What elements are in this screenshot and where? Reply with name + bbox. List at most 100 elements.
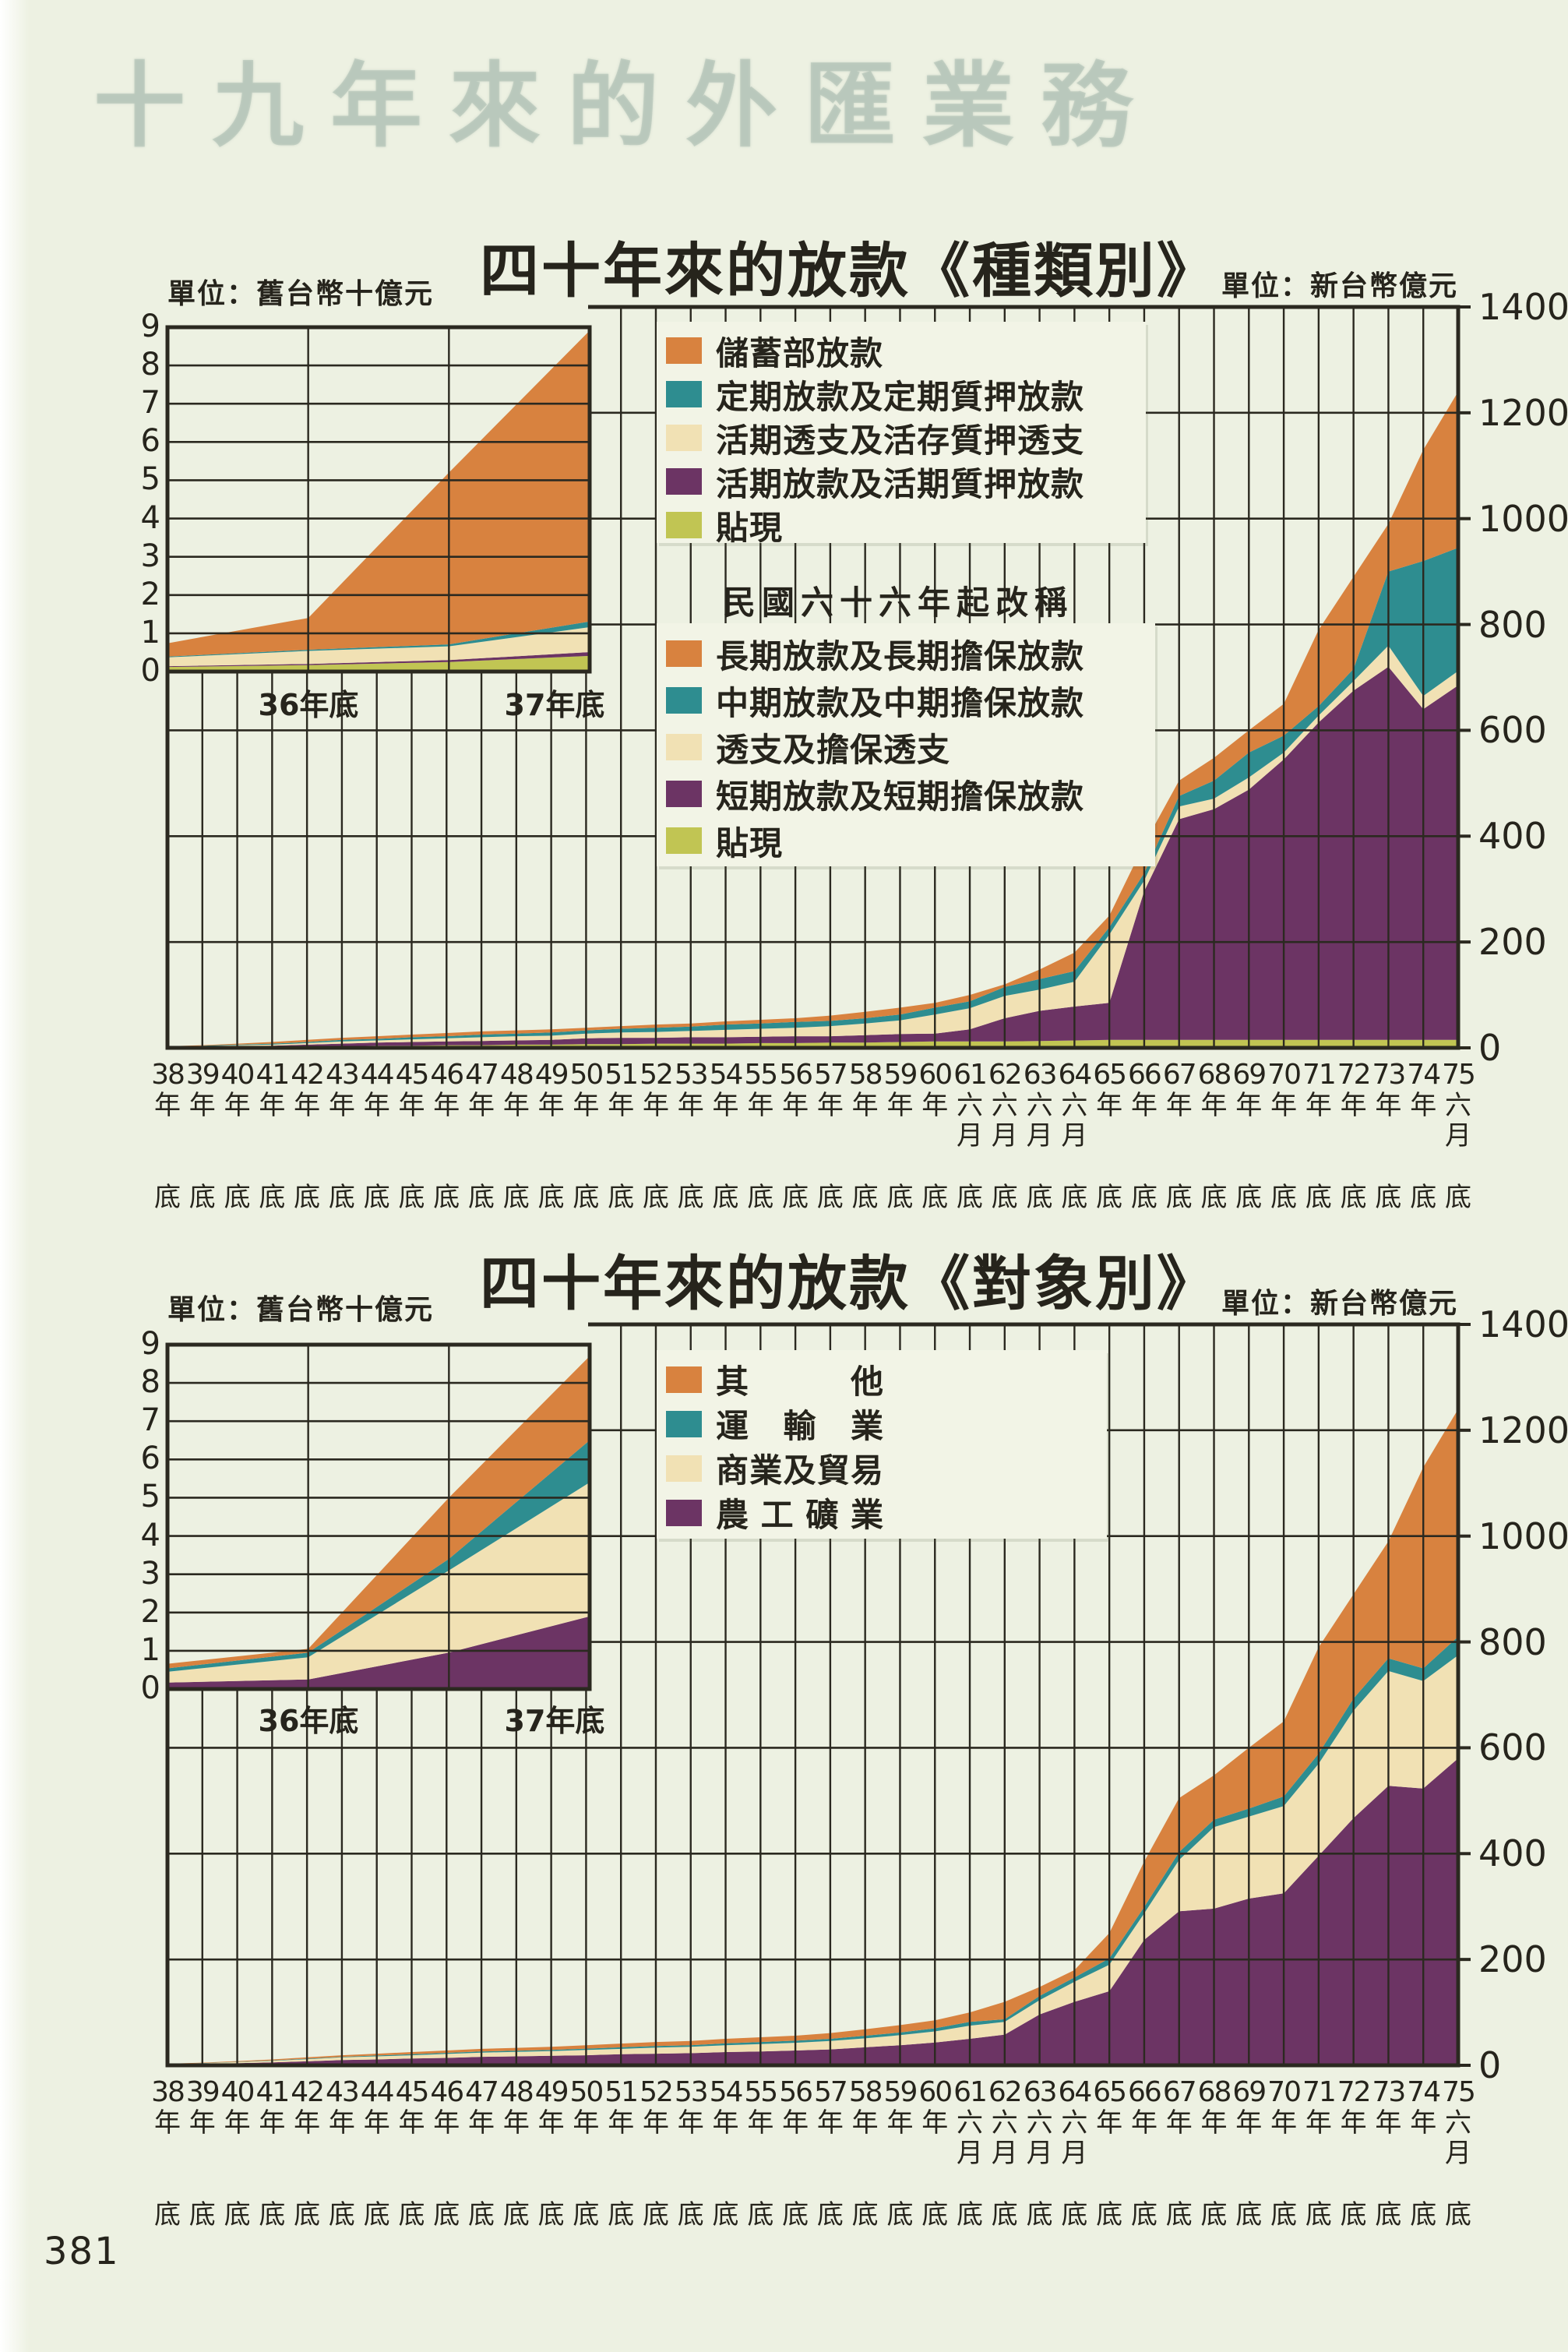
chart1-xtick-68-suffix: 底 (1200, 1181, 1228, 1213)
chart2-xtick-51-period: 年 (608, 2107, 635, 2139)
chart2-plot-series-3 (167, 1409, 1458, 2065)
chart1-xtick-65-suffix: 底 (1096, 1181, 1123, 1213)
chart2-xtick-63-year: 63 (1023, 2076, 1058, 2108)
chart1-inset-ytick-8: 8 (140, 347, 160, 383)
chart2-xtick-64-period: 月 (1061, 2138, 1088, 2170)
chart2-xtick-40-suffix: 底 (224, 2199, 251, 2230)
chart1-xtick-51-suffix: 底 (608, 1181, 635, 1213)
chart2-inset-ytick-7: 7 (140, 1402, 160, 1439)
chart1-xtick-56-suffix: 底 (782, 1181, 809, 1213)
chart2-xtick-56-year: 56 (779, 2076, 813, 2108)
chart2-xtick-73: 73 年底 (1370, 2076, 1407, 2230)
chart1-xtick-54-suffix: 底 (712, 1181, 739, 1213)
chart1-xtick-71-period: 年 (1305, 1090, 1332, 1122)
chart2-xtick-58-period: 年 (851, 2107, 879, 2139)
chart1-xtick-73-year: 73 (1372, 1059, 1407, 1091)
chart1-xtick-60: 60 年底 (917, 1059, 953, 1213)
chart1-xtick-49-year: 49 (534, 1059, 569, 1091)
chart1-xtick-70-period: 年 (1270, 1090, 1298, 1122)
chart2-xtick-41-period: 年 (259, 2107, 286, 2139)
chart2-xtick-53-year: 53 (674, 2076, 709, 2108)
chart1-legend2-label-1: 中期放款及中期擔保放款 (716, 683, 1085, 722)
chart1-xtick-72: 72 年底 (1336, 1059, 1372, 1213)
chart2-legend-panel (657, 1350, 1107, 1539)
chart2-legend-item-3: 農工礦業 (666, 1493, 884, 1534)
chart2-xtick-57: 57 年底 (812, 2076, 848, 2230)
chart1-xtick-71-year: 71 (1302, 1059, 1337, 1091)
chart2-xtick-38-period: 年 (154, 2107, 181, 2139)
chart2-xtick-72-suffix: 底 (1340, 2199, 1367, 2230)
chart2-xtick-54-suffix: 底 (712, 2199, 739, 2230)
chart1-ytick-400: 400 (1478, 815, 1547, 858)
chart1-xtick-75-period: 月 (1445, 1120, 1471, 1152)
chart1-xtick-66-period: 年 (1130, 1090, 1158, 1122)
chart1-xtick-68-year: 68 (1197, 1059, 1232, 1091)
chart2-xtick-61-suffix: 底 (957, 2199, 984, 2230)
chart2-xtick-44-year: 44 (360, 2076, 395, 2108)
chart1-xtick-39-year: 39 (185, 1059, 220, 1091)
chart1-plot-series-0 (167, 1039, 1458, 1048)
chart1-xtick-38-period: 年 (154, 1090, 181, 1122)
chart2-xtick-52-period: 年 (642, 2107, 669, 2139)
chart2-xtick-56: 56 年底 (777, 2076, 813, 2230)
chart2-xtick-57-period: 年 (816, 2107, 844, 2139)
chart1-xtick-62-period: 六 (991, 1090, 1018, 1122)
chart1-ytick-0: 0 (1478, 1027, 1502, 1069)
chart1-legend-swatch-purple (666, 468, 702, 495)
chart1-legend-label-2: 活期透支及活存質押透支 (716, 421, 1085, 460)
chart2-xtick-48-period: 年 (502, 2107, 530, 2139)
chart1-xtick-56-period: 年 (782, 1090, 809, 1122)
chart2-inset-ytick-8: 8 (140, 1364, 160, 1401)
chart2-xtick-39-year: 39 (185, 2076, 220, 2108)
chart1-xtick-75-period: 六 (1445, 1090, 1471, 1122)
chart1-xtick-52-year: 52 (640, 1059, 674, 1091)
chart2-xtick-70-suffix: 底 (1270, 2199, 1298, 2230)
chart1-xtick-65-period: 年 (1096, 1090, 1123, 1122)
chart2-xtick-55-suffix: 底 (747, 2199, 774, 2230)
chart2-xtick-53: 53 年底 (673, 2076, 709, 2230)
chart1-xtick-63-year: 63 (1023, 1059, 1058, 1091)
chart2-ytick-1400: 1400 (1478, 1303, 1568, 1345)
chart1-legend-label-4: 貼現 (716, 508, 784, 547)
chart1-xtick-41-year: 41 (255, 1059, 290, 1091)
chart2-xtick-40-period: 年 (224, 2107, 251, 2139)
chart2-xtick-75: 75 六月底 (1440, 2076, 1476, 2230)
chart1-plot-series-3 (167, 548, 1458, 1047)
chart1-xtick-43: 43 年底 (324, 1059, 360, 1213)
chart1-xtick-57: 57 年底 (812, 1059, 848, 1213)
chart2-xtick-47: 47 年底 (463, 2076, 499, 2230)
chart1-xtick-64: 64 六月底 (1056, 1059, 1092, 1213)
chart2-legend-label-2: 商業及貿易 (716, 1451, 884, 1490)
chart1-xtick-65-year: 65 (1093, 1059, 1127, 1091)
chart1-xtick-45-year: 45 (395, 1059, 430, 1091)
chart1-xtick-42: 42 年底 (289, 1059, 325, 1213)
chart1-xtick-44-suffix: 底 (363, 1181, 390, 1213)
chart2-xtick-61-period: 月 (957, 2138, 984, 2170)
chart2-xtick-74: 74 年底 (1405, 2076, 1441, 2230)
chart2-unit-right: 單位：新台幣億元 (1221, 1288, 1458, 1320)
chart1-xtick-71: 71 年底 (1301, 1059, 1337, 1213)
chart1-xtick-55-suffix: 底 (747, 1181, 774, 1213)
chart1-ytick-800: 800 (1478, 603, 1547, 646)
chart1-xtick-64-period: 六 (1061, 1090, 1088, 1122)
chart1-ytick-1200: 1200 (1478, 391, 1568, 434)
chart1-xtick-46: 46 年底 (428, 1059, 464, 1213)
chart1-xtick-58-year: 58 (848, 1059, 883, 1091)
chart1-xtick-53-period: 年 (677, 1090, 704, 1122)
chart1-legend-item-3: 活期放款及活期質押放款 (666, 462, 1084, 503)
chart2-xtick-60-period: 年 (921, 2107, 949, 2139)
chart2-xtick-66: 66 年底 (1126, 2076, 1162, 2230)
chart1-inset-plot-series-4 (167, 330, 590, 657)
chart1-title: 四十年來的放款《種類別》 (480, 236, 1218, 305)
chart1-xtick-73: 73 年底 (1370, 1059, 1407, 1213)
chart1-xtick-57-suffix: 底 (816, 1181, 844, 1213)
chart2-xtick-45-period: 年 (398, 2107, 425, 2139)
chart2-xtick-61-year: 61 (953, 2076, 988, 2108)
chart2-inset-ytick-6: 6 (140, 1440, 160, 1477)
chart1-corner-cover (164, 302, 588, 329)
chart1-xtick-72-suffix: 底 (1340, 1181, 1367, 1213)
chart1-xtick-64-suffix: 底 (1061, 1181, 1088, 1213)
chart2-xtick-66-period: 年 (1130, 2107, 1158, 2139)
chart1-xtick-55-period: 年 (747, 1090, 774, 1122)
chart1-xtick-68: 68 年底 (1196, 1059, 1232, 1213)
